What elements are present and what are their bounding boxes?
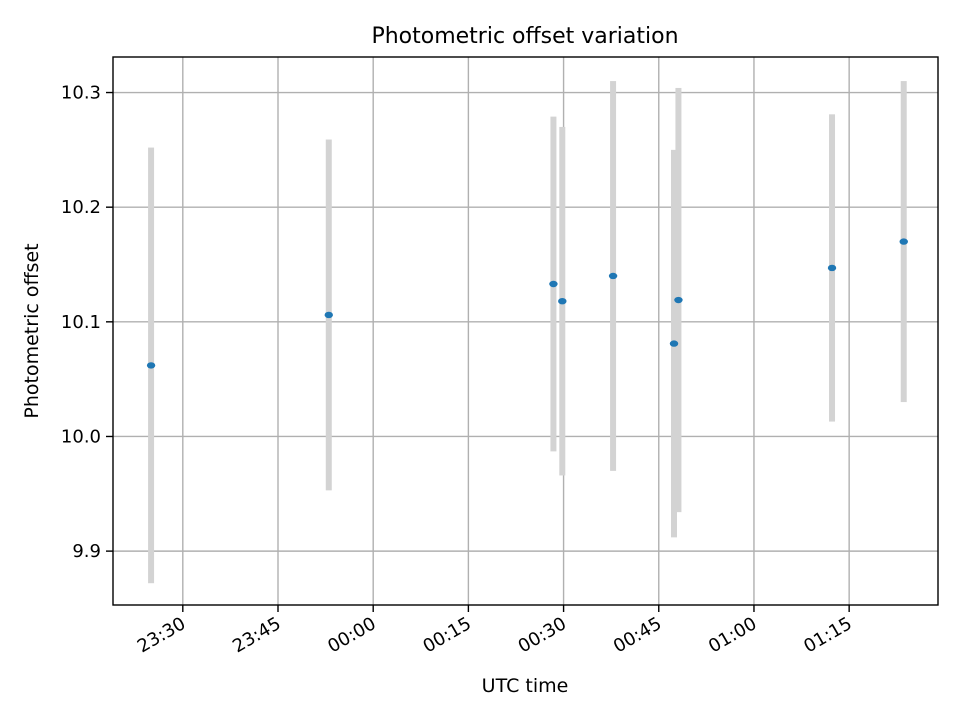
y-tick-label: 10.2 bbox=[61, 197, 101, 218]
data-point bbox=[669, 340, 679, 347]
y-tick-label: 10.3 bbox=[61, 83, 101, 104]
x-axis-label: UTC time bbox=[482, 675, 569, 697]
data-point bbox=[324, 311, 333, 319]
y-tick-label: 9.9 bbox=[72, 541, 101, 562]
data-point bbox=[608, 272, 618, 280]
data-point bbox=[827, 264, 837, 272]
point-layer bbox=[146, 238, 908, 369]
chart-title: Photometric offset variation bbox=[371, 24, 678, 49]
plot-frame bbox=[112, 56, 939, 606]
data-point bbox=[674, 296, 683, 304]
data-point bbox=[899, 238, 908, 245]
y-axis-label: Photometric offset bbox=[21, 243, 43, 418]
data-point bbox=[549, 280, 558, 288]
y-tick-label: 10.0 bbox=[61, 426, 101, 447]
y-tick-label: 10.1 bbox=[61, 312, 101, 333]
data-point bbox=[146, 362, 156, 369]
data-point bbox=[558, 297, 567, 305]
